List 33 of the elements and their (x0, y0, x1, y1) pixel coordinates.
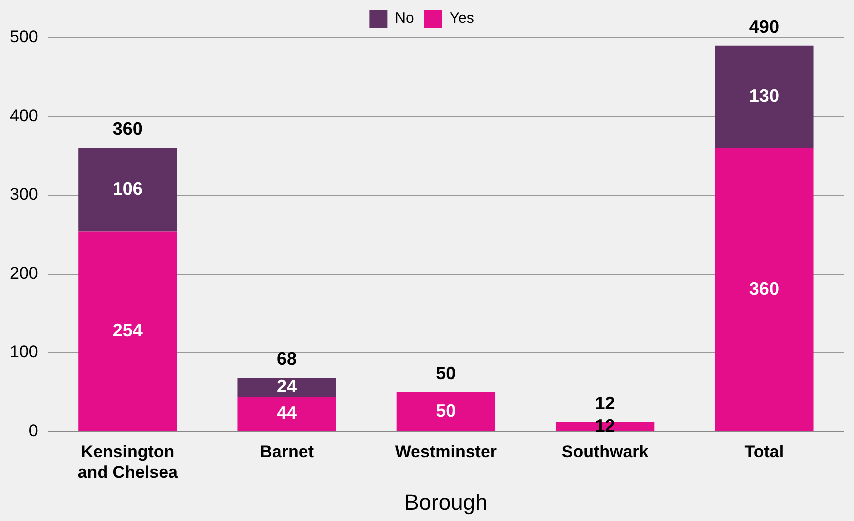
bar (396, 392, 496, 432)
data-label: 50 (436, 400, 456, 421)
bar (78, 148, 178, 232)
y-tick-label: 0 (28, 421, 38, 440)
legend-label: No (395, 10, 414, 28)
data-label: 130 (749, 86, 780, 106)
total-label: 490 (749, 16, 780, 37)
data-label: 106 (112, 178, 143, 199)
total-label: 12 (595, 393, 616, 414)
total-label: 68 (277, 349, 298, 370)
y-tick-label: 400 (10, 106, 38, 126)
x-tick-label: Kensington and Chelsea (78, 442, 179, 482)
y-tick-label: 200 (10, 264, 38, 283)
y-tick-label: 100 (10, 342, 38, 362)
data-label: 44 (277, 403, 298, 424)
bar (78, 232, 178, 432)
data-label: 24 (277, 376, 298, 397)
bar (238, 378, 336, 398)
total-label: 50 (436, 363, 456, 384)
x-tick-label: Barnet (260, 442, 314, 462)
x-tick-label: Southwark (562, 442, 650, 462)
bar (715, 148, 814, 432)
total-label: 360 (112, 119, 143, 140)
x-tick-label: Westminster (395, 442, 498, 462)
data-label: 254 (112, 320, 143, 340)
y-tick-label: 300 (10, 185, 38, 204)
bar (715, 46, 814, 148)
y-tick-label: 500 (10, 28, 38, 47)
x-axis-title: Borough (404, 490, 488, 515)
legend-label: Yes (450, 10, 474, 28)
bar (238, 397, 336, 432)
x-tick-label: Total (744, 442, 784, 462)
data-label: 360 (749, 278, 780, 299)
